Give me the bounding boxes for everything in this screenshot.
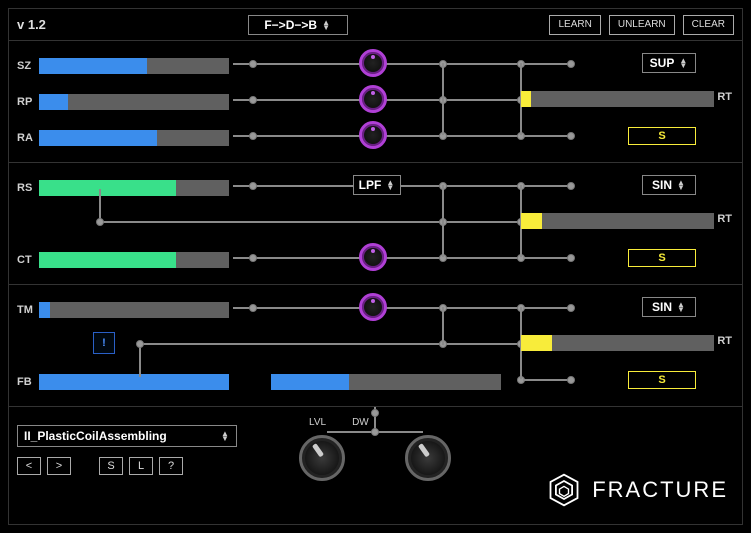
dropdown-arrows-icon: ▲▼ — [321, 20, 331, 30]
dw-knob[interactable] — [405, 435, 451, 481]
rp-slider[interactable] — [39, 94, 229, 110]
version-label: v 1.2 — [17, 17, 46, 32]
tm-knob[interactable] — [359, 293, 387, 321]
ra-label: RA — [9, 132, 39, 144]
rs-slider[interactable] — [39, 180, 229, 196]
brand-logo-icon — [546, 472, 582, 508]
section-1: SZ RP RA — [9, 41, 742, 163]
section-3: TM FB ! — [9, 285, 742, 407]
preset-next-button[interactable]: > — [47, 457, 71, 475]
lvl-label: LVL — [309, 417, 326, 428]
ct-knob[interactable] — [359, 243, 387, 271]
learn-button[interactable]: LEARN — [549, 15, 600, 35]
fb-slider-a[interactable] — [39, 374, 229, 390]
unlearn-button[interactable]: UNLEARN — [609, 15, 675, 35]
preset-prev-button[interactable]: < — [17, 457, 41, 475]
sec3-s-button[interactable]: S — [628, 371, 696, 389]
rs-label: RS — [9, 182, 39, 194]
clear-button[interactable]: CLEAR — [683, 15, 734, 35]
sec2-rt-slider[interactable] — [521, 213, 714, 229]
help-button[interactable]: ? — [159, 457, 183, 475]
ct-label: CT — [9, 254, 39, 266]
dropdown-arrows-icon: ▲▼ — [676, 180, 686, 190]
sz-slider[interactable] — [39, 58, 229, 74]
sec1-route-select[interactable]: SUP ▲▼ — [642, 53, 696, 73]
dropdown-arrows-icon: ▲▼ — [385, 180, 395, 190]
sec1-rt-label: RT — [714, 91, 740, 103]
rp-label: RP — [9, 96, 39, 108]
sec2-s-button[interactable]: S — [628, 249, 696, 267]
sz-knob[interactable] — [359, 49, 387, 77]
fb-label: FB — [9, 376, 39, 388]
tm-slider[interactable] — [39, 302, 229, 318]
sec3-route-select[interactable]: SIN ▲▼ — [642, 297, 696, 317]
bottom-bar: II_PlasticCoilAssembling ▲▼ < > S L ? LV… — [9, 407, 742, 524]
dropdown-arrows-icon: ▲▼ — [678, 58, 688, 68]
routing-value: F−>D−>B — [264, 18, 317, 32]
filter-select[interactable]: LPF ▲▼ — [353, 175, 401, 195]
routing-dropdown[interactable]: F−>D−>B ▲▼ — [248, 15, 348, 35]
dropdown-arrows-icon: ▲▼ — [220, 431, 230, 441]
ra-knob[interactable] — [359, 121, 387, 149]
preset-dropdown[interactable]: II_PlasticCoilAssembling ▲▼ — [17, 425, 237, 447]
lvl-knob[interactable] — [299, 435, 345, 481]
ra-slider[interactable] — [39, 130, 229, 146]
ct-slider[interactable] — [39, 252, 229, 268]
brand: FRACTURE — [546, 472, 728, 508]
fb-slider-b[interactable] — [271, 374, 501, 390]
tm-label: TM — [9, 304, 39, 316]
sec2-rt-label: RT — [714, 213, 740, 225]
sec3-rt-slider[interactable] — [521, 335, 714, 351]
sz-label: SZ — [9, 60, 39, 72]
sec1-rt-slider[interactable] — [521, 91, 714, 107]
preset-load-button[interactable]: L — [129, 457, 153, 475]
brand-name: FRACTURE — [592, 477, 728, 503]
sec1-s-button[interactable]: S — [628, 127, 696, 145]
preset-save-button[interactable]: S — [99, 457, 123, 475]
section-2: RS CT LPF — [9, 163, 742, 285]
sec2-route-select[interactable]: SIN ▲▼ — [642, 175, 696, 195]
dropdown-arrows-icon: ▲▼ — [676, 302, 686, 312]
sec3-rt-label: RT — [714, 335, 740, 347]
top-bar: v 1.2 F−>D−>B ▲▼ LEARN UNLEARN CLEAR — [9, 9, 742, 41]
preset-name: II_PlasticCoilAssembling — [24, 429, 216, 443]
rp-knob[interactable] — [359, 85, 387, 113]
dw-label: DW — [352, 417, 369, 428]
invert-button[interactable]: ! — [93, 332, 115, 354]
